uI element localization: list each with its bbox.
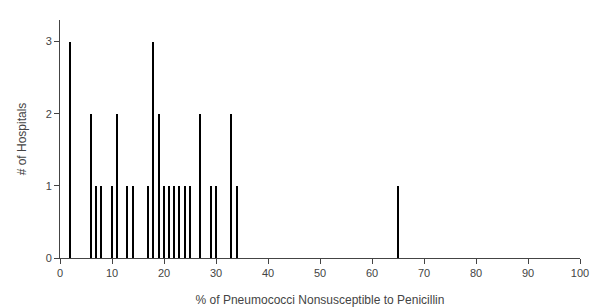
- svg-text:20: 20: [158, 267, 170, 279]
- svg-text:90: 90: [522, 267, 534, 279]
- svg-text:100: 100: [571, 267, 589, 279]
- svg-text:80: 80: [470, 267, 482, 279]
- svg-text:% of Pneumococci Nonsusceptibl: % of Pneumococci Nonsusceptible to Penic…: [196, 293, 445, 307]
- svg-text:10: 10: [106, 267, 118, 279]
- svg-text:3: 3: [46, 35, 52, 47]
- svg-text:0: 0: [46, 252, 52, 264]
- svg-text:1: 1: [46, 180, 52, 192]
- svg-text:0: 0: [57, 267, 63, 279]
- svg-text:50: 50: [314, 267, 326, 279]
- svg-text:2: 2: [46, 108, 52, 120]
- svg-text:70: 70: [418, 267, 430, 279]
- svg-text:# of Hospitals: # of Hospitals: [15, 103, 29, 176]
- svg-text:40: 40: [262, 267, 274, 279]
- svg-text:60: 60: [366, 267, 378, 279]
- svg-text:30: 30: [210, 267, 222, 279]
